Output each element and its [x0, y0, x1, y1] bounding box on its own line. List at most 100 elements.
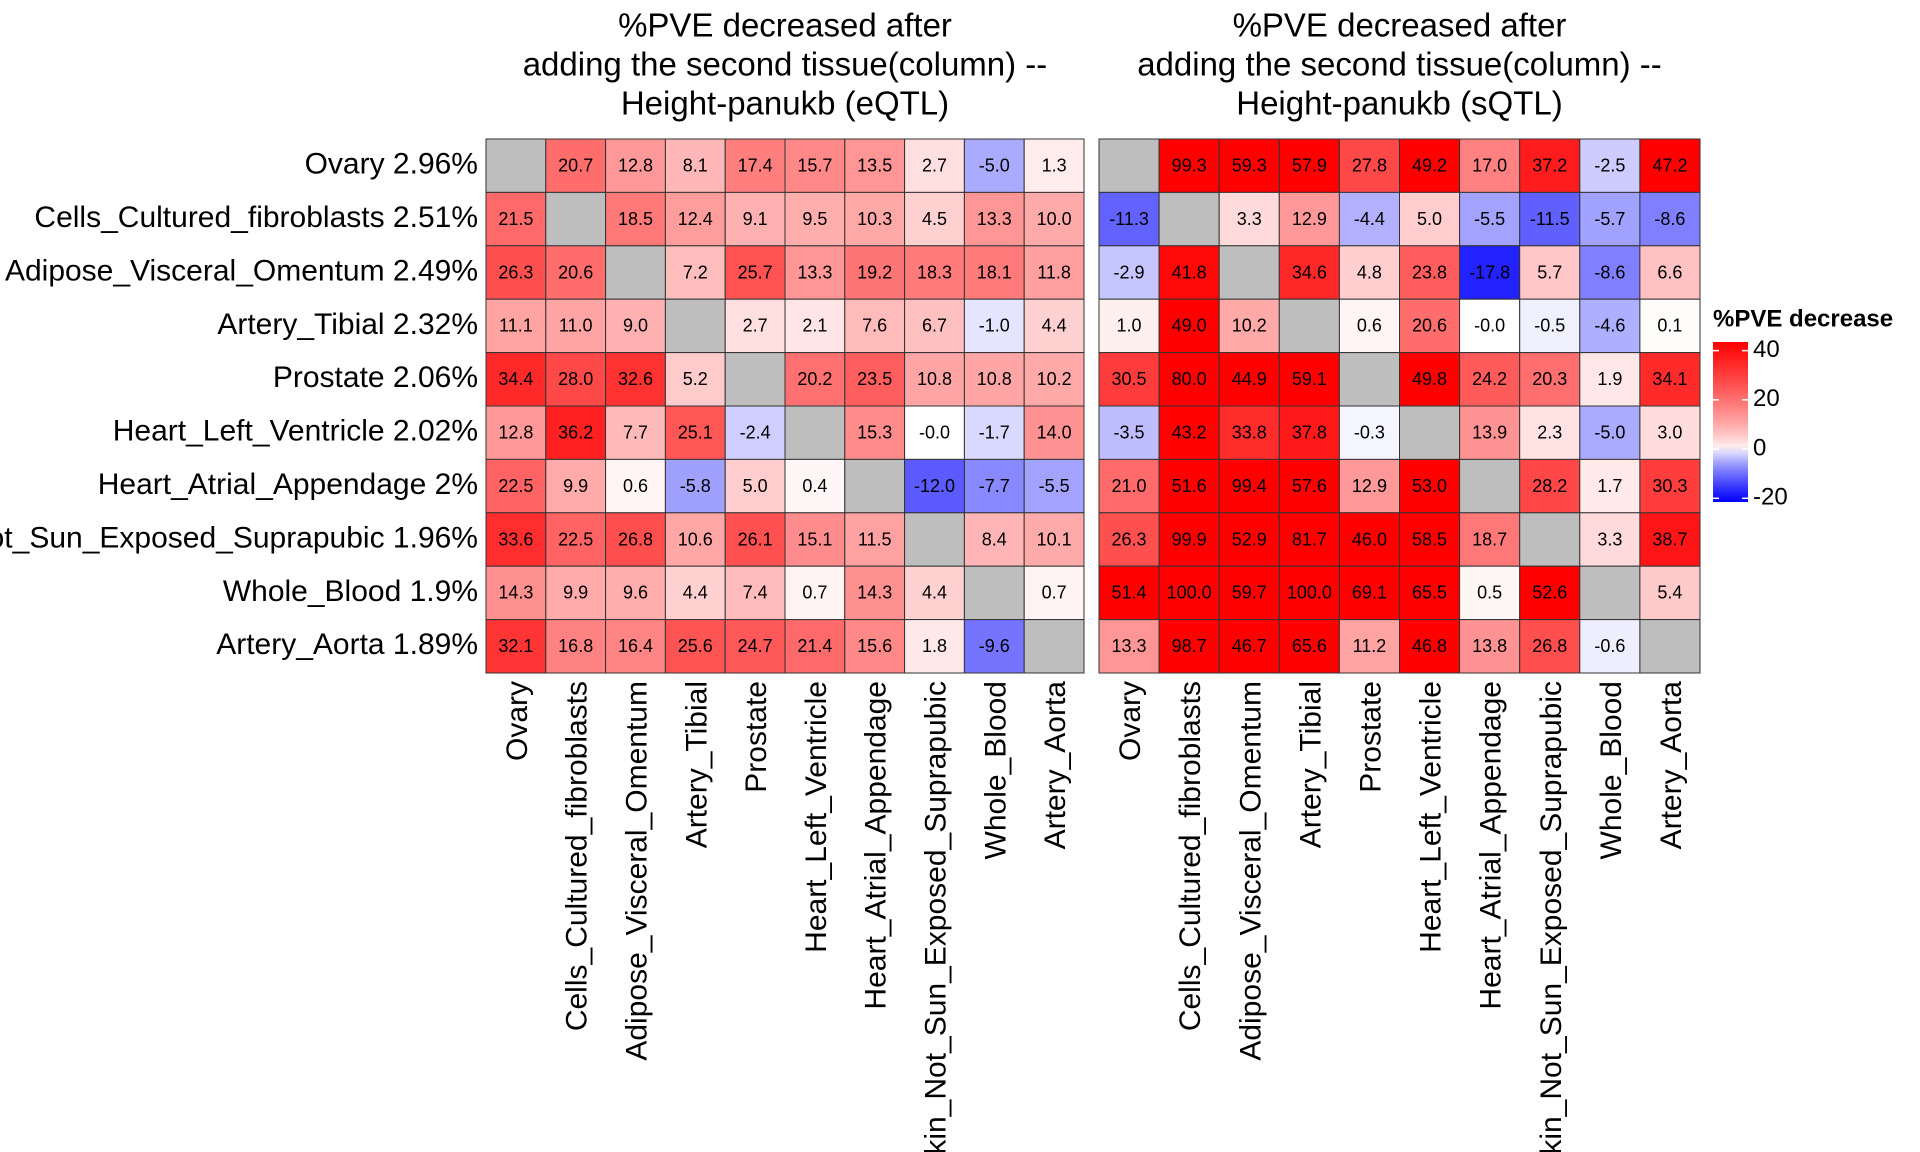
cell-label: 26.1: [738, 529, 773, 549]
heatmap-cell: [1399, 352, 1461, 407]
cell-label: 13.3: [797, 262, 832, 282]
heatmap-cell: [724, 298, 786, 354]
heatmap-cell: [545, 405, 607, 460]
column-label: Ovary: [1114, 681, 1147, 761]
cell-label: 49.2: [1412, 155, 1447, 175]
cell-label: 23.5: [857, 369, 892, 389]
heatmap-cell: [1459, 512, 1521, 567]
cell-label: 41.8: [1172, 262, 1207, 282]
cell-label: 13.9: [1472, 422, 1507, 442]
chart-title: Height-panukb (sQTL): [1236, 85, 1562, 122]
cell-label: -2.5: [1594, 155, 1625, 175]
cell-label: 15.1: [797, 529, 832, 549]
cell-label: 10.3: [857, 209, 892, 229]
empty-cell: [1218, 245, 1280, 300]
cell-label: 30.5: [1112, 369, 1147, 389]
cell-label: 18.1: [977, 262, 1012, 282]
cell-label: 34.1: [1652, 369, 1687, 389]
cell-label: 11.0: [559, 316, 593, 336]
row-label: Artery_Tibial 2.32%: [217, 308, 478, 341]
column-label: Heart_Atrial_Appendage: [1475, 681, 1508, 1010]
colorbar-tick-label: 20: [1753, 385, 1780, 412]
empty-cell: [1639, 619, 1701, 674]
cell-label: 24.2: [1472, 369, 1507, 389]
row-label: Adipose_Visceral_Omentum 2.49%: [5, 254, 478, 287]
heatmap-cell: [1639, 298, 1701, 354]
cell-label: 36.2: [558, 422, 593, 442]
cell-label: 0.7: [802, 583, 827, 603]
heatmap-cell: [724, 565, 786, 621]
heatmap-cell: [1338, 245, 1401, 300]
column-label: Artery_Aorta: [1655, 681, 1688, 850]
heatmap-cell: [1459, 298, 1521, 354]
heatmap-cell: [1158, 298, 1220, 354]
heatmap-cell: [1023, 565, 1085, 621]
heatmap-cell: [784, 619, 846, 674]
column-label: Adipose_Visceral_Omentum: [1234, 681, 1267, 1061]
colorbar-tick-label: -20: [1753, 484, 1788, 511]
cell-label: 43.2: [1172, 422, 1207, 442]
cell-label: 18.7: [1472, 529, 1507, 549]
chart-title: adding the second tissue(column) --: [523, 46, 1048, 83]
heatmap-cell: [1218, 298, 1280, 354]
cell-label: 12.8: [618, 155, 653, 175]
heatmap-cell: [1639, 138, 1701, 193]
cell-label: 5.7: [1537, 262, 1562, 282]
heatmap-cell: [485, 458, 547, 514]
cell-label: 9.5: [802, 209, 827, 229]
heatmap-cell: [1459, 619, 1521, 674]
heatmap-cell: [545, 458, 607, 514]
cell-label: 10.2: [1232, 316, 1267, 336]
colorbar: [1713, 342, 1748, 502]
heatmap-cell: [1278, 565, 1340, 621]
row-label: Heart_Atrial_Appendage 2%: [98, 468, 478, 501]
heatmap-cell: [664, 565, 726, 621]
heatmap-cell: [904, 458, 965, 514]
heatmap-cell: [1338, 619, 1401, 674]
cell-label: 81.7: [1292, 529, 1327, 549]
heatmap-cell: [963, 138, 1025, 193]
column-label: Cells_Cultured_fibroblasts: [561, 681, 594, 1031]
heatmap-cell: [1158, 512, 1220, 567]
empty-cell: [664, 298, 726, 354]
row-label: Artery_Aorta 1.89%: [216, 628, 478, 661]
cell-label: 9.9: [563, 583, 588, 603]
heatmap-cell: [605, 565, 666, 621]
empty-cell: [1098, 138, 1160, 193]
cell-label: 11.1: [499, 316, 533, 336]
heatmap-cell: [664, 245, 726, 300]
cell-label: 30.3: [1652, 476, 1687, 496]
row-label: Skin_Not_Sun_Exposed_Suprapubic 1.96%: [0, 521, 478, 554]
column-label: Heart_Left_Ventricle: [800, 681, 833, 953]
heatmap-cell: [1399, 298, 1461, 354]
cell-label: 16.4: [618, 636, 653, 656]
heatmap-cell: [1338, 565, 1401, 621]
cell-label: 6.6: [1657, 262, 1682, 282]
chart-title: adding the second tissue(column) --: [1137, 46, 1662, 83]
heatmap-cell: [1579, 138, 1641, 193]
column-label: Artery_Tibial: [1294, 681, 1327, 848]
heatmap-cell: [1098, 619, 1160, 674]
cell-label: 23.8: [1412, 262, 1447, 282]
heatmap-cell: [1399, 565, 1461, 621]
cell-label: 0.7: [1042, 583, 1067, 603]
cell-label: -5.0: [1594, 422, 1625, 442]
cell-label: 65.5: [1412, 583, 1447, 603]
cell-label: 46.0: [1352, 529, 1387, 549]
cell-label: 2.1: [802, 316, 827, 336]
column-label: Heart_Atrial_Appendage: [860, 681, 893, 1010]
cell-label: 14.3: [498, 583, 533, 603]
heatmap-cell: [1579, 245, 1641, 300]
row-label: Cells_Cultured_fibroblasts 2.51%: [34, 201, 478, 234]
heatmap-cell: [1519, 619, 1581, 674]
heatmap-cell: [1098, 298, 1160, 354]
heatmap-cell: [1338, 458, 1401, 514]
cell-label: 3.3: [1597, 529, 1622, 549]
cell-label: 37.2: [1532, 155, 1567, 175]
heatmap-cell: [724, 245, 786, 300]
cell-label: 4.4: [683, 583, 708, 603]
heatmap-cell: [1579, 352, 1641, 407]
empty-cell: [1023, 619, 1085, 674]
cell-label: -1.0: [979, 316, 1010, 336]
empty-cell: [1278, 298, 1340, 354]
